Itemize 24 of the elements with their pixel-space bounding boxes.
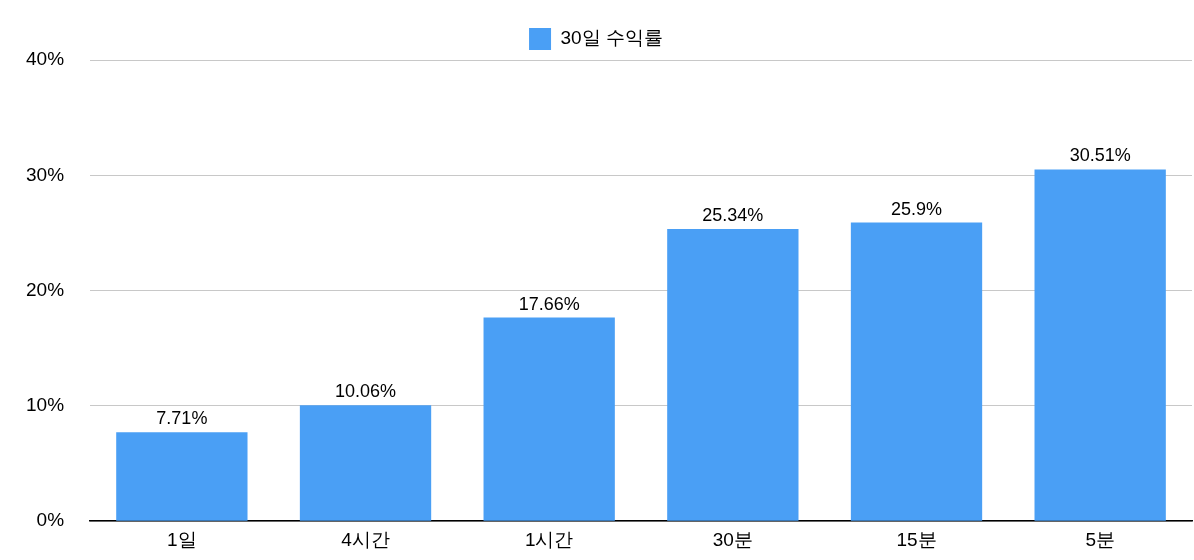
x-tick-label: 1일 bbox=[167, 528, 197, 550]
legend-label: 30일 수익률 bbox=[560, 27, 663, 49]
data-label: 25.34% bbox=[702, 205, 764, 225]
y-tick-label: 0% bbox=[36, 509, 65, 531]
data-label: 30.51% bbox=[1069, 145, 1131, 166]
x-tick-label: 1시간 bbox=[524, 528, 574, 550]
x-tick-label: 4시간 bbox=[341, 528, 390, 550]
x-tick-label: 5분 bbox=[1085, 528, 1115, 550]
data-label: 17.66% bbox=[518, 293, 580, 314]
y-tick-label: 10% bbox=[26, 394, 65, 416]
y-tick-label: 30% bbox=[26, 163, 65, 185]
y-tick-label: 20% bbox=[26, 278, 65, 300]
bar bbox=[850, 222, 983, 521]
y-tick-label: 40% bbox=[26, 48, 65, 70]
data-label: 7.71% bbox=[156, 408, 208, 429]
bar bbox=[667, 229, 799, 521]
x-tick-label: 30분 bbox=[712, 528, 753, 550]
bar bbox=[1034, 169, 1166, 521]
bar bbox=[299, 405, 432, 521]
data-label: 10.06% bbox=[334, 381, 397, 402]
bar bbox=[483, 317, 615, 521]
data-label: 25.9% bbox=[890, 198, 943, 219]
x-tick-label: 15분 bbox=[896, 528, 937, 550]
bar bbox=[116, 432, 248, 521]
